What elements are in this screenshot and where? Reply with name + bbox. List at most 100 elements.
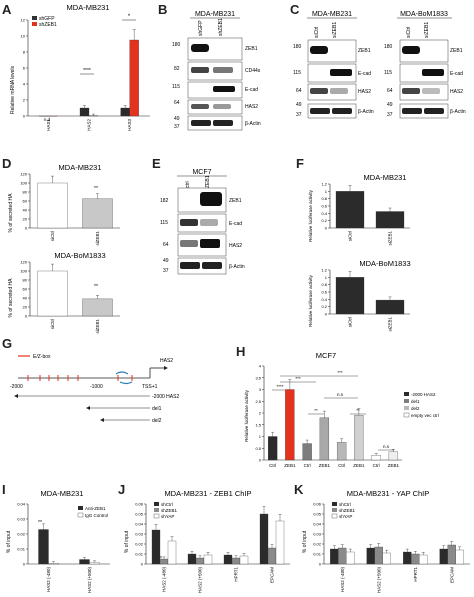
panel-c-l-band-ecad xyxy=(330,69,352,76)
panel-a-nd-label: n.d xyxy=(44,117,51,122)
bar xyxy=(319,417,330,461)
bar xyxy=(439,548,448,565)
x-tick-label: HAS2 (-480) xyxy=(46,567,51,593)
panel-f-bottom-title: MDA-BoM1833 xyxy=(359,259,410,268)
panel-c-blot: MDA-MB231 MDA-BoM1833 siCtrl siZEB1 siCt… xyxy=(293,11,466,119)
x-tick-label: EPCAM xyxy=(270,567,275,583)
j-legend-label-3: shYAP xyxy=(161,514,174,519)
panel-label-b: B xyxy=(158,2,168,17)
legend-swatch-shzeb1 xyxy=(32,22,37,26)
panel-e-band-ecad-2 xyxy=(200,219,218,226)
x-tick-label: EPCAM xyxy=(449,567,454,583)
panel-d-bottom-sig: ** xyxy=(94,284,98,290)
panel-b-band-label-ecad: E-cad xyxy=(245,87,258,93)
panel-e-band-ecad-1 xyxy=(180,219,198,226)
panel-h-ylabel: Relative luciferase activity xyxy=(244,389,249,442)
panel-c-r-marker-4: 49 xyxy=(387,102,393,108)
h-legend-label-4: empty vec ctrl xyxy=(411,413,439,418)
bar xyxy=(375,299,405,315)
bar xyxy=(354,415,364,461)
bar xyxy=(411,553,420,565)
y-tick-label: 40 xyxy=(23,208,28,213)
panel-b-marker-4: 64 xyxy=(174,100,180,106)
y-tick-label: 0.06 xyxy=(135,502,144,507)
i-legend-label-1: Anti-ZEB1 xyxy=(85,506,106,511)
panel-d-bottom-title: MDA-BoM1833 xyxy=(54,251,105,260)
panel-e-band-actin-1 xyxy=(180,262,200,269)
h-legend-label-3: del2 xyxy=(411,406,420,411)
panel-e-blot: MCF7 ctrl ZEB1 182 115 64 49 37 ZEB1 E-c… xyxy=(160,169,245,275)
panel-e-marker-4: 49 xyxy=(163,258,169,264)
panel-e-label-ecad: E-cad xyxy=(229,221,242,227)
y-tick-label: 0.04 xyxy=(135,522,144,527)
j-legend-label-2: shZEB1 xyxy=(161,508,178,513)
x-tick-label: Ctrl xyxy=(373,463,380,468)
y-tick-label: 1 xyxy=(259,434,262,439)
y-tick-label: 0.2 xyxy=(321,304,327,309)
legend-label-shzeb1: shZEB1 xyxy=(39,22,57,28)
panel-f-bottom-ylabel: Relative luciferase activity xyxy=(308,274,313,327)
k-legend-swatch-3 xyxy=(331,513,338,519)
y-tick-label: 8 xyxy=(23,50,26,55)
x-tick-label: Ctrl xyxy=(269,463,276,468)
k-legend-label-1: shCtrl xyxy=(339,502,351,507)
panel-c-r-band-zeb1 xyxy=(402,46,420,54)
construct-label-del1: del1 xyxy=(152,406,162,412)
y-tick-label: 2 xyxy=(23,98,26,103)
y-tick-label: 1.2 xyxy=(321,268,327,273)
panel-c-r-band-has2-1 xyxy=(402,88,420,94)
bar xyxy=(388,451,399,461)
panel-label-i: I xyxy=(2,482,6,497)
panel-e-band-zeb1 xyxy=(200,192,222,206)
y-tick-label: 4 xyxy=(23,82,26,87)
panel-c-r-marker-1: 180 xyxy=(384,44,393,50)
panel-e-marker-2: 115 xyxy=(160,220,168,226)
bar xyxy=(129,39,139,117)
y-tick-label: 6 xyxy=(23,66,26,71)
y-tick-label: 0.02 xyxy=(135,542,144,547)
panel-j-title: MDA-MB231 - ZEB1 ChIP xyxy=(164,489,251,498)
x-tick-label: HAS3 xyxy=(127,119,132,131)
i-legend-swatch-2 xyxy=(77,512,84,518)
y-tick-label: 0.03 xyxy=(17,517,26,522)
panel-label-g: G xyxy=(2,336,13,351)
panel-i-chart: MDA-MB231 % of input Anti-ZEB1 IgG Contr… xyxy=(6,489,110,593)
panel-b-lane-2: shZEB1 xyxy=(218,18,224,36)
bar xyxy=(302,443,312,461)
bar xyxy=(366,547,375,565)
x-tick-label: ZEB1 xyxy=(353,463,365,468)
bar xyxy=(195,557,205,565)
x-tick-label: siCtrl xyxy=(348,317,353,327)
primer-arrow-2 xyxy=(119,381,133,385)
y-tick-label: 0.03 xyxy=(313,532,322,537)
bar xyxy=(82,298,113,317)
h-legend-label-2: del1 xyxy=(411,399,420,404)
y-tick-label: 60 xyxy=(23,199,28,204)
panel-b-marker-5: 49 xyxy=(174,116,180,122)
panel-c-r-box-zeb1 xyxy=(399,39,449,63)
panel-c-lane-r2: siZEB1 xyxy=(424,22,430,38)
y-tick-label: 0 xyxy=(325,312,328,317)
ezbox-legend-label: E/Z-box xyxy=(33,354,51,360)
y-tick-label: 0.04 xyxy=(313,522,322,527)
i-legend-swatch-1 xyxy=(78,506,83,510)
ezbox-marks xyxy=(27,375,133,381)
panel-label-h: H xyxy=(236,344,246,359)
panel-c-l-band-actin-1 xyxy=(310,108,330,114)
panel-c-l-box-zeb1 xyxy=(307,39,357,63)
y-tick-label: 1 xyxy=(325,189,328,194)
x-tick-label: HAS2 (+500) xyxy=(376,567,381,594)
panel-b-band-cd44-2 xyxy=(213,67,233,73)
y-tick-label: 2 xyxy=(259,411,262,416)
panel-c-l-label-has2: HAS2 xyxy=(358,89,371,95)
panel-c-marker-1: 180 xyxy=(293,44,302,50)
bar xyxy=(267,436,278,461)
panel-a-ylabel: Relative mRNA levels xyxy=(10,65,16,114)
panel-a-sig-has3: * xyxy=(128,14,131,20)
panel-c-lane-l2: siZEB1 xyxy=(332,22,338,38)
panel-f-bottom-chart: MDA-BoM1833 Relative luciferase activity… xyxy=(308,259,411,332)
y-tick-label: 1 xyxy=(325,275,328,280)
y-tick-label: 0.02 xyxy=(313,542,322,547)
bar xyxy=(167,540,177,565)
y-tick-label: 4 xyxy=(259,364,262,369)
